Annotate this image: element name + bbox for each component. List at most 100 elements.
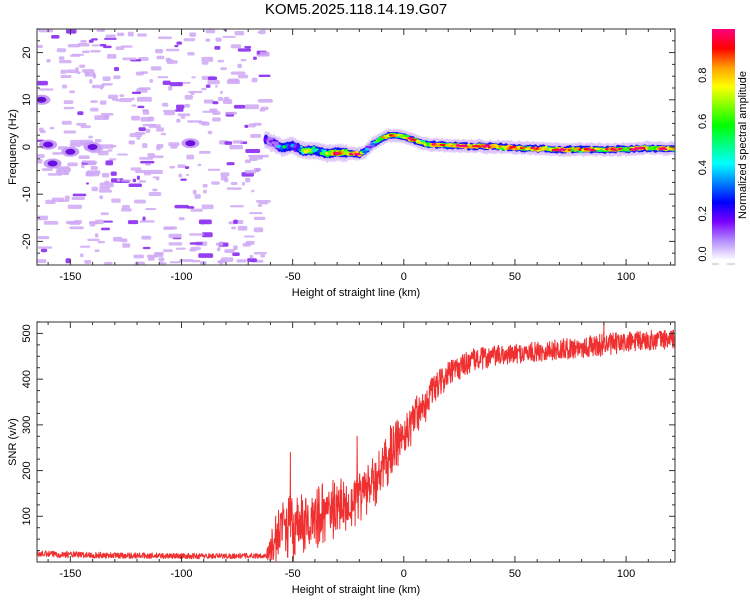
signal-cell <box>367 145 373 149</box>
x-tick-label: 50 <box>509 568 521 580</box>
noise-speckle <box>226 162 235 166</box>
noise-speckle <box>186 154 195 160</box>
colorbar-tick-label: 0.8 <box>697 68 709 83</box>
noise-speckle <box>180 116 186 119</box>
noise-speckle <box>253 216 266 220</box>
noise-speckle <box>176 104 185 110</box>
noise-speckle <box>257 31 262 34</box>
y-tick-label: 200 <box>21 461 33 479</box>
noise-speckle <box>191 259 201 263</box>
y-tick-label: 400 <box>21 370 33 388</box>
noise-speckle <box>233 219 238 224</box>
noise-speckle <box>99 86 104 90</box>
noise-speckle <box>141 235 152 240</box>
noise-speckle <box>38 88 54 91</box>
noise-speckle <box>131 104 137 107</box>
noise-speckle <box>220 172 230 177</box>
noise-speckle <box>89 78 93 84</box>
noise-speckle <box>52 152 63 155</box>
noise-speckle <box>165 57 171 62</box>
noise-speckle <box>198 150 211 154</box>
noise-speckle <box>194 194 201 199</box>
noise-speckle <box>163 111 175 116</box>
noise-speckle <box>258 202 269 205</box>
noise-speckle <box>188 90 203 94</box>
noise-speckle <box>237 48 252 52</box>
noise-speckle <box>56 48 67 53</box>
noise-speckle <box>169 165 176 169</box>
noise-speckle <box>90 107 99 112</box>
noise-speckle <box>128 183 142 187</box>
noise-speckle <box>237 63 242 69</box>
noise-speckle <box>245 177 251 183</box>
noise-speckle <box>224 177 229 183</box>
noise-speckle <box>121 179 132 182</box>
y-tick-label: 300 <box>21 416 33 434</box>
x-tick-label: -50 <box>285 271 301 283</box>
noise-speckle <box>236 259 247 263</box>
colorbar: 0.0 0.2 0.4 0.6 0.8 Normalized spectral ampl… <box>697 29 749 265</box>
noise-speckle <box>43 221 59 225</box>
noise-speckle <box>185 173 190 176</box>
snr-frame <box>36 321 676 563</box>
noise-speckle <box>100 144 114 149</box>
noise-speckle <box>84 260 92 264</box>
noise-speckle <box>232 140 244 144</box>
noise-speckle <box>132 178 137 183</box>
noise-speckle <box>202 183 208 188</box>
noise-speckle <box>149 79 154 83</box>
noise-speckle <box>216 247 221 252</box>
noise-speckle <box>99 182 114 188</box>
x-tick-label: 100 <box>617 568 635 580</box>
noise-speckle <box>149 169 163 174</box>
signal-cell <box>484 144 490 147</box>
noise-speckle <box>216 260 228 263</box>
noise-speckle <box>37 236 50 240</box>
noise-speckle <box>102 76 111 81</box>
noise-speckle <box>72 193 87 197</box>
noise-speckle <box>155 176 160 181</box>
noise-speckle <box>60 74 72 78</box>
noise-speckle <box>253 167 262 172</box>
signal-cell <box>274 142 280 146</box>
noise-speckle <box>111 97 117 101</box>
noise-speckle <box>45 199 56 204</box>
noise-speckle <box>69 143 81 148</box>
noise-speckle <box>116 178 121 182</box>
colorbar-gradient <box>712 29 735 260</box>
noise-speckle <box>94 115 109 120</box>
noise-speckle <box>154 253 164 257</box>
noise-speckle <box>97 240 105 244</box>
x-tick-label: 0 <box>401 568 407 580</box>
noise-speckle <box>145 208 157 211</box>
noise-speckle <box>120 208 132 212</box>
noise-speckle <box>136 175 140 180</box>
noise-speckle <box>233 104 246 109</box>
noise-speckle <box>94 139 102 143</box>
noise-speckle <box>230 71 246 75</box>
spectrogram-xlabel: Height of straight line (km) <box>292 287 420 299</box>
noise-speckle <box>119 97 132 103</box>
noise-speckle <box>156 127 165 132</box>
noise-speckle <box>99 100 107 105</box>
x-tick-label: 100 <box>617 271 635 283</box>
noise-speckle <box>177 164 186 169</box>
noise-blob-core <box>47 160 58 167</box>
colorbar-tick-label: 0.6 <box>697 114 709 129</box>
noise-speckle <box>80 40 87 43</box>
noise-speckle <box>117 153 128 156</box>
noise-speckle <box>253 227 264 233</box>
noise-speckle <box>157 76 169 79</box>
signal-cell <box>378 138 384 141</box>
noise-speckle <box>202 189 207 194</box>
signal-cell <box>671 147 675 150</box>
noise-speckle <box>207 130 213 135</box>
noise-speckle <box>88 135 93 139</box>
noise-speckle <box>51 35 60 39</box>
noise-speckle <box>134 199 146 204</box>
noise-speckle <box>230 205 244 208</box>
noise-speckle <box>179 259 194 263</box>
noise-speckle <box>184 95 193 100</box>
noise-speckle <box>67 162 78 167</box>
